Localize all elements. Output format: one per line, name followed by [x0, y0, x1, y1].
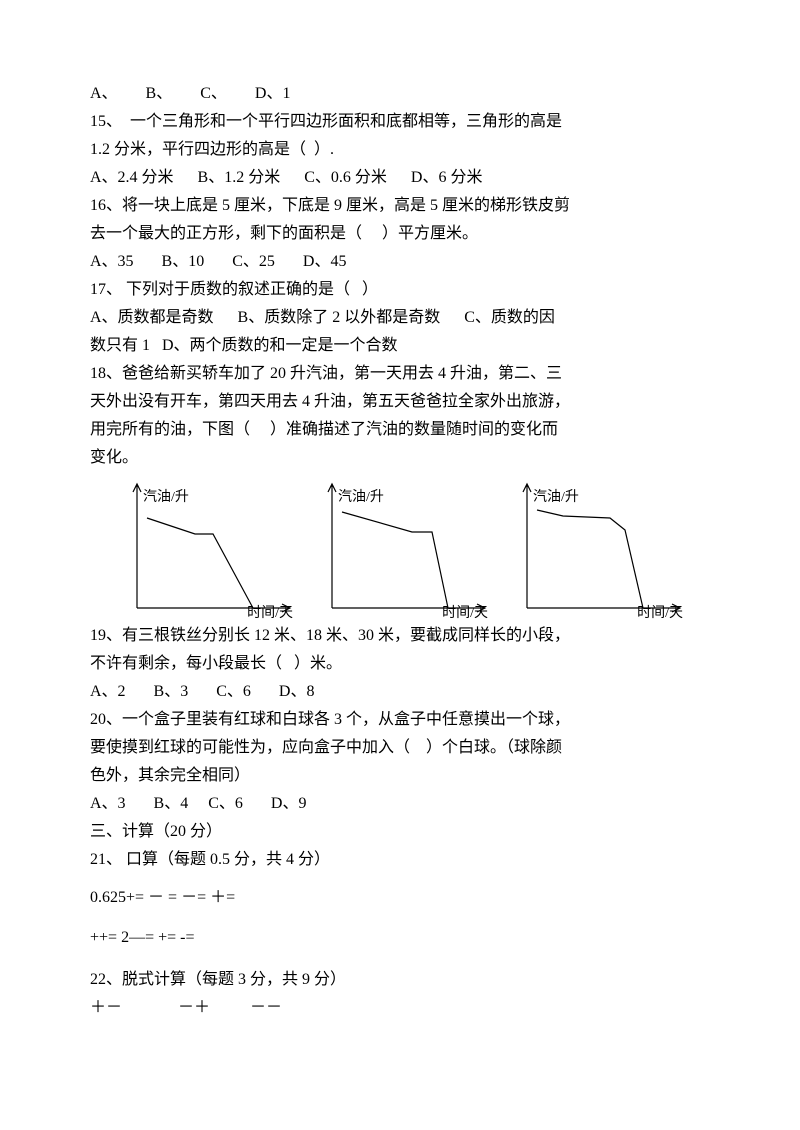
chart-b-ylabel: 汽油/升 [338, 486, 384, 506]
chart-a: 汽油/升 时间/天 [125, 480, 295, 620]
q18-line4: 变化。 [90, 444, 710, 472]
chart-b-xlabel: 时间/天 [442, 602, 488, 622]
q17-line3: 数只有 1 D、两个质数的和一定是一个合数 [90, 332, 710, 360]
q14-options: A、 B、 C、 D、1 [90, 80, 710, 108]
q20-line2: 要使摸到红球的可能性为，应向盒子中加入（ ）个白球。（球除颜 [90, 734, 710, 762]
q18-line2: 天外出没有开车，第四天用去 4 升油，第五天爸爸拉全家外出旅游， [90, 388, 710, 416]
chart-a-xlabel: 时间/天 [247, 602, 293, 622]
q19-options: A、2 B、3 C、6 D、8 [90, 678, 710, 706]
q21-title: 21、 口算（每题 0.5 分，共 4 分） [90, 846, 710, 874]
q20-options: A、3 B、4 C、6 D、9 [90, 790, 710, 818]
q22-title: 22、脱式计算（每题 3 分，共 9 分） [90, 966, 710, 994]
q22-row: ＋－ －＋ －－ [90, 994, 710, 1022]
q15-line2: 1.2 分米，平行四边形的高是（ ）. [90, 136, 710, 164]
q16-line2: 去一个最大的正方形，剩下的面积是（ ）平方厘米。 [90, 220, 710, 248]
q17-line2: A、质数都是奇数 B、质数除了 2 以外都是奇数 C、质数的因 [90, 304, 710, 332]
q19-line1: 19、有三根铁丝分别长 12 米、18 米、30 米，要截成同样长的小段， [90, 622, 710, 650]
section3-title: 三、计算（20 分） [90, 818, 710, 846]
q15-options: A、2.4 分米 B、1.2 分米 C、0.6 分米 D、6 分米 [90, 164, 710, 192]
q21-row1: 0.625+= － = －= ＋= [90, 882, 710, 914]
q20-line3: 色外，其余完全相同） [90, 762, 710, 790]
q20-line1: 20、一个盒子里装有红球和白球各 3 个，从盒子中任意摸出一个球， [90, 706, 710, 734]
q18-line3: 用完所有的油，下图（ ）准确描述了汽油的数量随时间的变化而 [90, 416, 710, 444]
q16-line1: 16、将一块上底是 5 厘米，下底是 9 厘米，高是 5 厘米的梯形铁皮剪 [90, 192, 710, 220]
q21-row2: ++= 2―= += -= [90, 922, 710, 954]
q18-line1: 18、爸爸给新买轿车加了 20 升汽油，第一天用去 4 升油，第二、三 [90, 360, 710, 388]
chart-b: 汽油/升 时间/天 [320, 480, 490, 620]
q16-options: A、35 B、10 C、25 D、45 [90, 248, 710, 276]
q19-line2: 不许有剩余，每小段最长（ ）米。 [90, 650, 710, 678]
chart-c: 汽油/升 时间/天 [515, 480, 685, 620]
q17-line1: 17、 下列对于质数的叙述正确的是（ ） [90, 276, 710, 304]
q15-line1: 15、 一个三角形和一个平行四边形面积和底都相等，三角形的高是 [90, 108, 710, 136]
chart-c-xlabel: 时间/天 [637, 602, 683, 622]
chart-a-ylabel: 汽油/升 [143, 486, 189, 506]
charts-row: 汽油/升 时间/天 汽油/升 时间/天 汽油/升 时间/天 [125, 480, 710, 620]
chart-c-ylabel: 汽油/升 [533, 486, 579, 506]
